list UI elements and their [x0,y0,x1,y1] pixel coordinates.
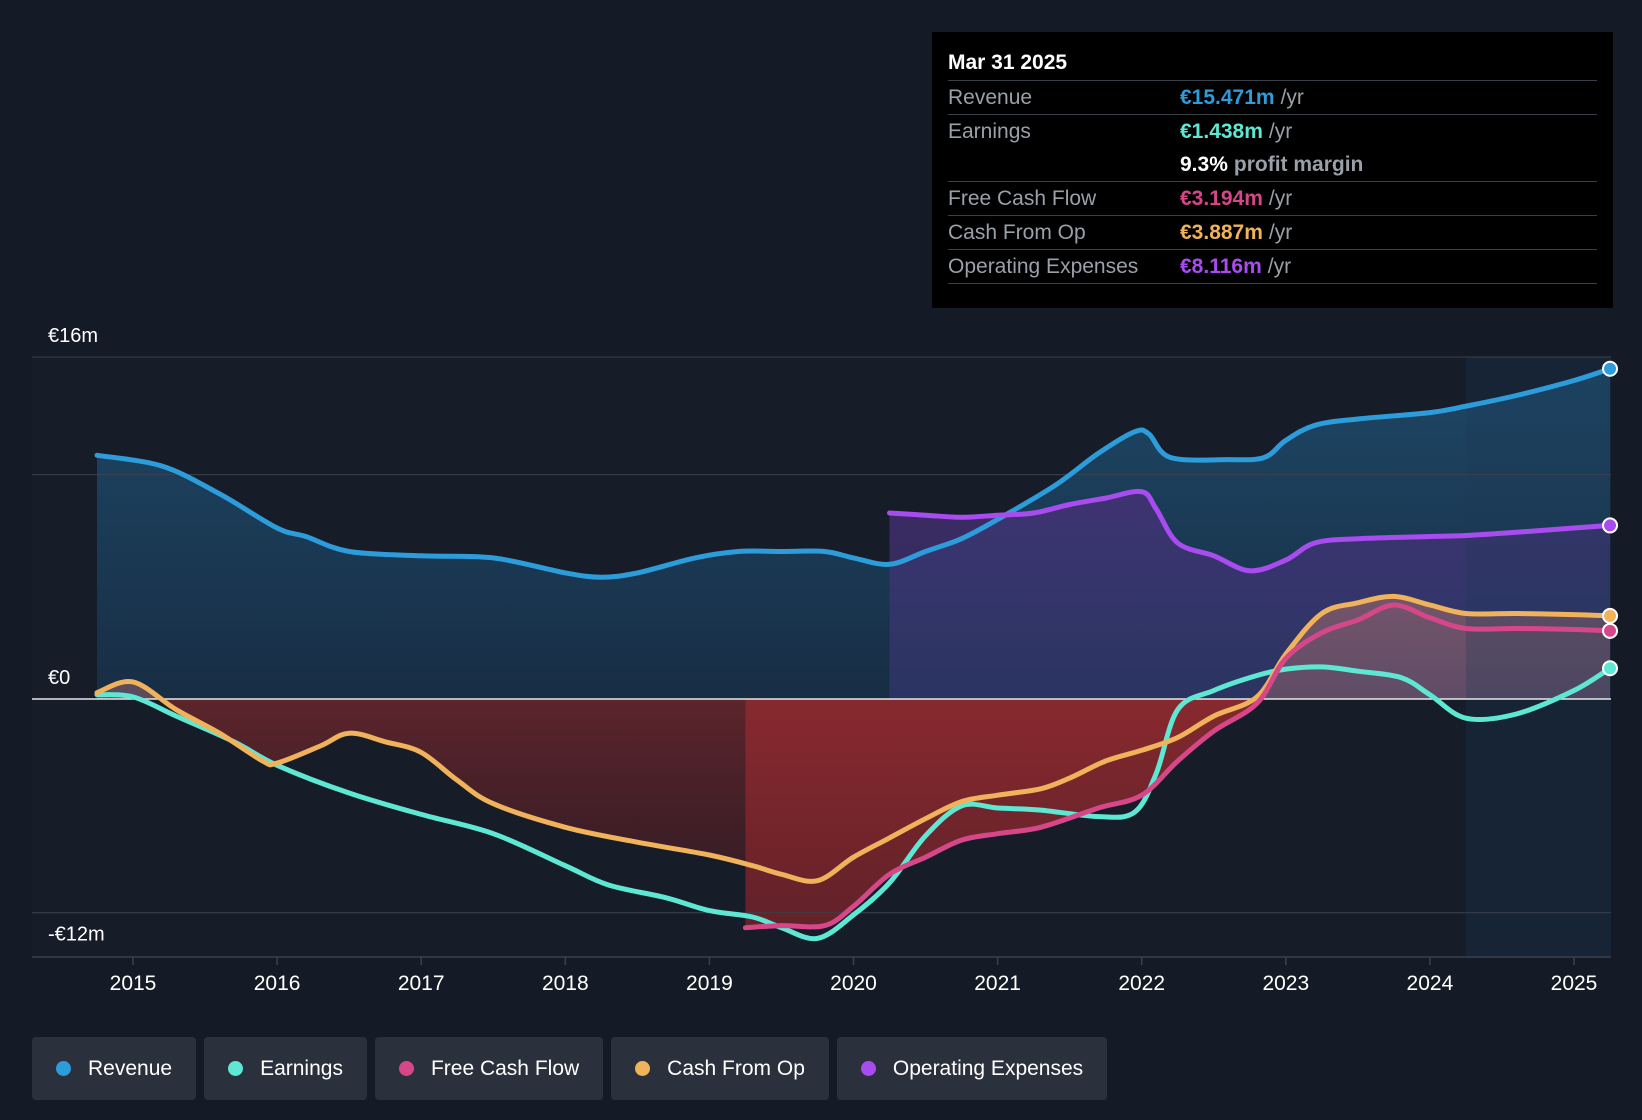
tooltip-unit: /yr [1268,220,1293,244]
legend-label: Earnings [260,1056,343,1080]
tooltip-row-cash-from-op: Cash From Op €3.887m /yr [948,216,1597,250]
fcf-negative-area [745,699,1610,928]
tooltip-date: Mar 31 2025 [948,46,1597,81]
tooltip-row-revenue: Revenue €15.471m /yr [948,81,1597,115]
legend-dot-icon [398,1061,414,1076]
tooltip-row-profit-margin: 9.3% profit margin [948,148,1597,182]
x-tick-label: 2018 [542,972,589,995]
x-tick-label: 2023 [1262,972,1309,995]
end-marker-cash-from-op [1602,607,1619,624]
series-line-revenue [94,366,1611,580]
tooltip-label: Free Cash Flow [948,186,1097,210]
legend-label: Revenue [88,1056,173,1080]
tooltip-panel: Mar 31 2025 Revenue €15.471m /yr Earning… [932,32,1613,308]
series-line-earnings [94,664,1611,942]
legend-label: Operating Expenses [892,1056,1084,1080]
x-tick-label: 2015 [110,972,157,995]
legend: Revenue Earnings Free Cash Flow Cash Fro… [32,1037,1108,1100]
legend-item-revenue[interactable]: Revenue [32,1037,197,1100]
cash-from-op-positive-area [97,596,1610,699]
legend-dot-icon [228,1061,244,1076]
tooltip-unit: profit margin [1233,152,1364,176]
tooltip-value: €3.194m [1180,186,1263,210]
legend-item-free-cash-flow[interactable]: Free Cash Flow [374,1037,604,1100]
tooltip-value: 9.3% [1180,152,1228,176]
legend-label: Cash From Op [667,1056,805,1080]
x-tick-label: 2024 [1407,972,1454,995]
legend-dot-icon [860,1061,876,1076]
x-tick-label: 2016 [254,972,301,995]
tooltip-value: €15.471m [1180,85,1275,109]
tooltip-unit: /yr [1268,119,1293,143]
tooltip-unit: /yr [1268,186,1293,210]
tooltip-unit: /yr [1267,254,1292,278]
tooltip-label: Revenue [948,85,1033,109]
series-line-free-cash-flow [742,602,1611,931]
x-tick-label: 2021 [974,972,1021,995]
legend-item-operating-expenses[interactable]: Operating Expenses [836,1037,1108,1100]
tooltip-label: Earnings [948,119,1031,143]
tooltip-label: Cash From Op [948,220,1086,244]
legend-label: Free Cash Flow [430,1056,580,1080]
y-tick-label: -€12m [48,924,105,946]
y-tick-label: €0 [48,667,70,689]
legend-item-earnings[interactable]: Earnings [204,1037,367,1100]
legend-dot-icon [56,1061,71,1076]
tooltip-row-operating-expenses: Operating Expenses €8.116m /yr [948,250,1597,284]
x-tick-label: 2025 [1551,972,1598,995]
tooltip-value: €8.116m [1180,254,1262,278]
series-line-operating-expenses [887,488,1611,574]
tooltip-row-free-cash-flow: Free Cash Flow €3.194m /yr [948,182,1597,216]
tooltip-unit: /yr [1280,85,1304,109]
forecast-highlight-band [1465,357,1611,957]
x-tick-label: 2022 [1118,972,1165,995]
end-marker-free-cash-flow [1602,622,1619,639]
tooltip-label: Operating Expenses [948,254,1139,278]
x-tick-label: 2019 [686,972,733,995]
y-tick-label: €16m [48,325,98,347]
x-tick-label: 2017 [398,972,445,995]
tooltip-value: €1.438m [1180,119,1263,143]
legend-item-cash-from-op[interactable]: Cash From Op [611,1037,829,1100]
series-line-cash-from-op [94,593,1611,884]
tooltip-value: €3.887m [1180,220,1263,244]
x-tick-label: 2020 [830,972,877,995]
legend-dot-icon [635,1061,651,1076]
end-marker-operating-expenses [1602,517,1619,534]
end-marker-revenue [1602,360,1619,377]
end-marker-earnings [1602,660,1619,677]
tooltip-row-earnings: Earnings €1.438m /yr [948,115,1597,148]
